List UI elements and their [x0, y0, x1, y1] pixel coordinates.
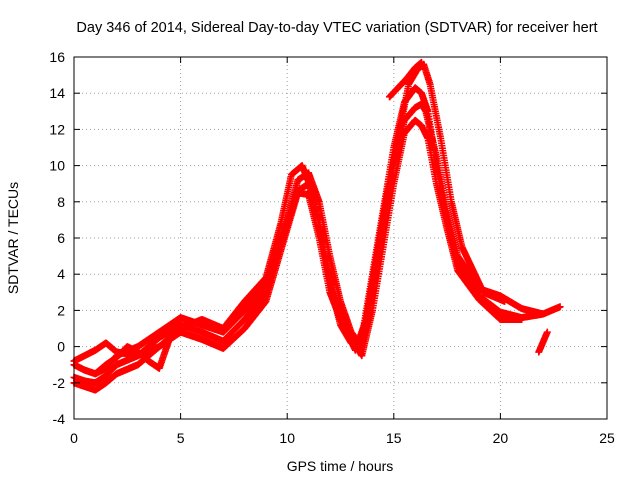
y-tick-label: -4 [53, 411, 66, 427]
data-point [543, 328, 551, 336]
data-point [501, 297, 509, 305]
series-4 [70, 60, 509, 365]
chart-title: Day 346 of 2014, Sidereal Day-to-day VTE… [76, 20, 597, 36]
x-axis-title: GPS time / hours [287, 458, 394, 474]
x-tick-label: 0 [70, 430, 78, 446]
y-tick-label: 14 [49, 85, 65, 101]
x-tick-label: 10 [279, 430, 295, 446]
y-tick-label: 0 [57, 339, 65, 355]
axis-ticks [73, 56, 608, 420]
x-tick-label: 25 [599, 430, 615, 446]
y-tick-label: 4 [57, 266, 65, 282]
grid-lines [74, 57, 607, 419]
y-tick-label: 2 [57, 302, 65, 318]
data-points [70, 58, 564, 394]
x-tick-label: 20 [493, 430, 509, 446]
y-tick-label: 10 [49, 158, 65, 174]
y-tick-label: 16 [49, 49, 65, 65]
data-point [418, 58, 426, 66]
series-5 [91, 58, 551, 378]
x-tick-label: 5 [177, 430, 185, 446]
y-tick-label: 8 [57, 194, 65, 210]
y-axis-title: SDTVAR / TECUs [5, 182, 21, 294]
data-point [556, 303, 564, 311]
tick-labels: 0 5 10 15 20 25 -4 -2 0 2 4 6 8 10 12 14 16 [49, 49, 615, 446]
data-point [518, 315, 526, 323]
y-tick-label: -2 [53, 375, 66, 391]
data-point [166, 334, 174, 342]
x-tick-label: 15 [386, 430, 402, 446]
y-tick-label: 6 [57, 230, 65, 246]
y-tick-label: 12 [49, 121, 65, 137]
